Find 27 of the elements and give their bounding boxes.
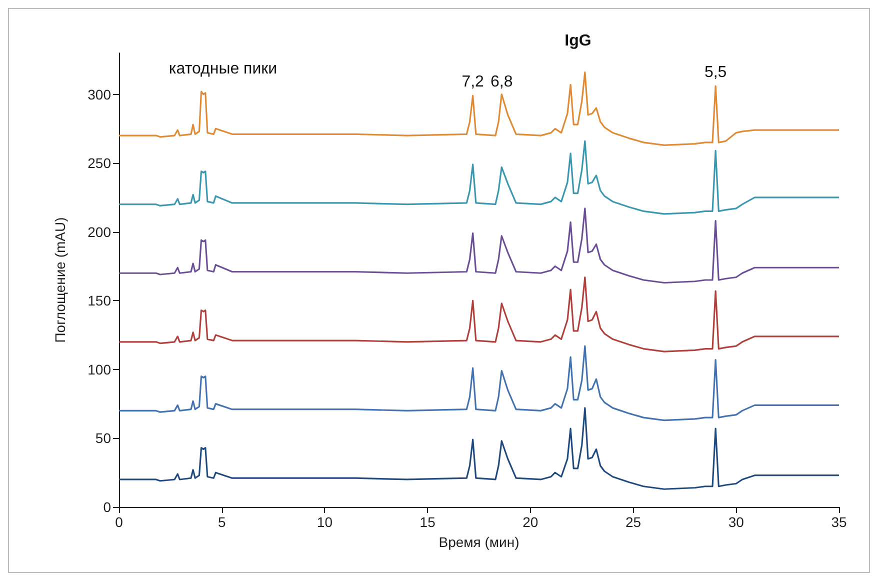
x-tick-label: 25 [625,514,642,530]
line-series [118,208,840,284]
x-tick-label: 35 [831,514,847,530]
y-tick-label: 150 [88,292,112,309]
y-axis-title: Поглощение (mAU) [52,217,68,343]
line-series [118,276,840,352]
annotation: 6,8 [490,74,513,91]
y-tick-label: 200 [88,224,112,240]
x-tick-label: 15 [420,514,436,530]
x-tick-label: 0 [115,514,124,530]
line-series [118,140,840,215]
y-tick-label: 0 [103,499,112,515]
y-tick-label: 300 [88,86,112,102]
x-tick-label: 20 [522,514,538,530]
y-tick-label: 100 [88,361,112,378]
annotation: катодные пики [168,60,278,78]
text: IgG [564,32,592,50]
x-tick-label: 10 [316,514,333,530]
x-tick-label: 30 [728,514,744,530]
x-axis-title: Время (мин) [438,534,520,550]
line-series [118,345,840,422]
y-tick-label: 50 [95,430,112,446]
annotation: 5,5 [704,64,727,82]
y-tick-label: 250 [88,155,112,172]
x-tick-label: 5 [218,514,226,530]
annotation: 7,2 [462,74,484,91]
line-series [118,407,840,490]
